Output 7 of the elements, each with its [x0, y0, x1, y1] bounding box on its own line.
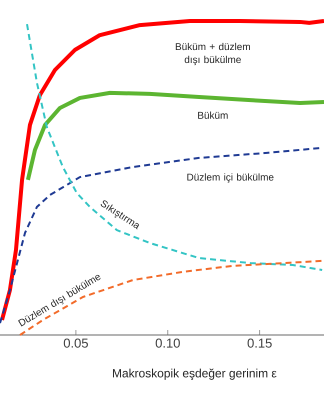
series-label: Büküm [198, 112, 228, 119]
x-tick-label: 0.10 [156, 338, 180, 348]
text: Büküm + düzlem dışı bükülme [176, 42, 250, 66]
x-tick-label: 0.15 [248, 338, 272, 348]
x-tick-label: 0.05 [64, 338, 88, 348]
series-label: Düzlem içi bükülme [187, 173, 274, 183]
x-axis-title: Makroskopik eşdeğer gerinim ε [112, 368, 277, 380]
